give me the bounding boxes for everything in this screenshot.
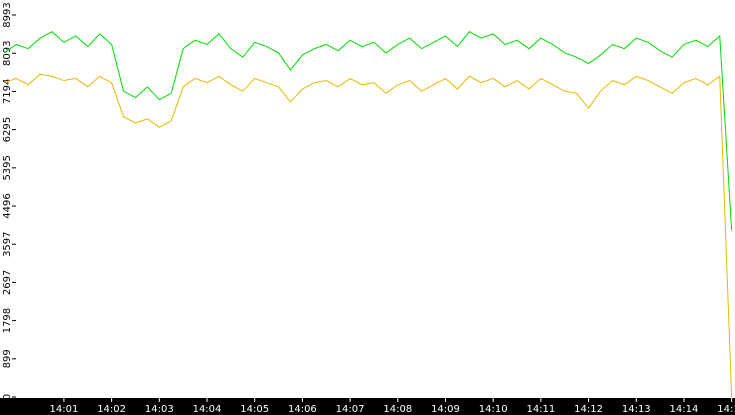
x-tick-label: 14:06: [288, 404, 317, 415]
y-tick-label: 0: [2, 394, 13, 400]
x-tick-label: 14:02: [97, 404, 126, 415]
y-tick-label: 2697: [2, 270, 13, 295]
plot-background: [0, 0, 735, 398]
y-tick-label: 4496: [2, 193, 13, 218]
y-tick-label: 3597: [2, 231, 13, 256]
x-tick-label: 14:13: [622, 404, 651, 415]
x-tick-label: 14:08: [383, 404, 412, 415]
y-tick-label: 8993: [2, 2, 13, 27]
series-line: [4, 31, 733, 231]
y-tick-label: 8093: [2, 41, 13, 66]
x-tick-label: 14:04: [193, 404, 222, 415]
x-tick-label: 14:09: [431, 404, 460, 415]
x-tick-label: 14:15: [717, 404, 735, 415]
x-tick-label: 14:12: [574, 404, 603, 415]
y-tick-label: 6295: [2, 117, 13, 142]
y-tick-label: 5395: [2, 155, 13, 180]
x-tick-label: 14:01: [49, 404, 78, 415]
x-tick-label: 14:11: [526, 404, 555, 415]
x-axis-strip: [0, 398, 735, 415]
x-tick-label: 14:03: [145, 404, 174, 415]
y-tick-label: 7194: [2, 79, 13, 104]
x-tick-label: 14:07: [336, 404, 365, 415]
y-tick-label: 899: [2, 349, 13, 368]
x-tick-label: 14:10: [479, 404, 508, 415]
series-line: [4, 73, 733, 398]
x-tick-label: 14:05: [240, 404, 269, 415]
y-tick-label: 1798: [2, 308, 13, 333]
x-tick-label: 14:14: [670, 404, 699, 415]
